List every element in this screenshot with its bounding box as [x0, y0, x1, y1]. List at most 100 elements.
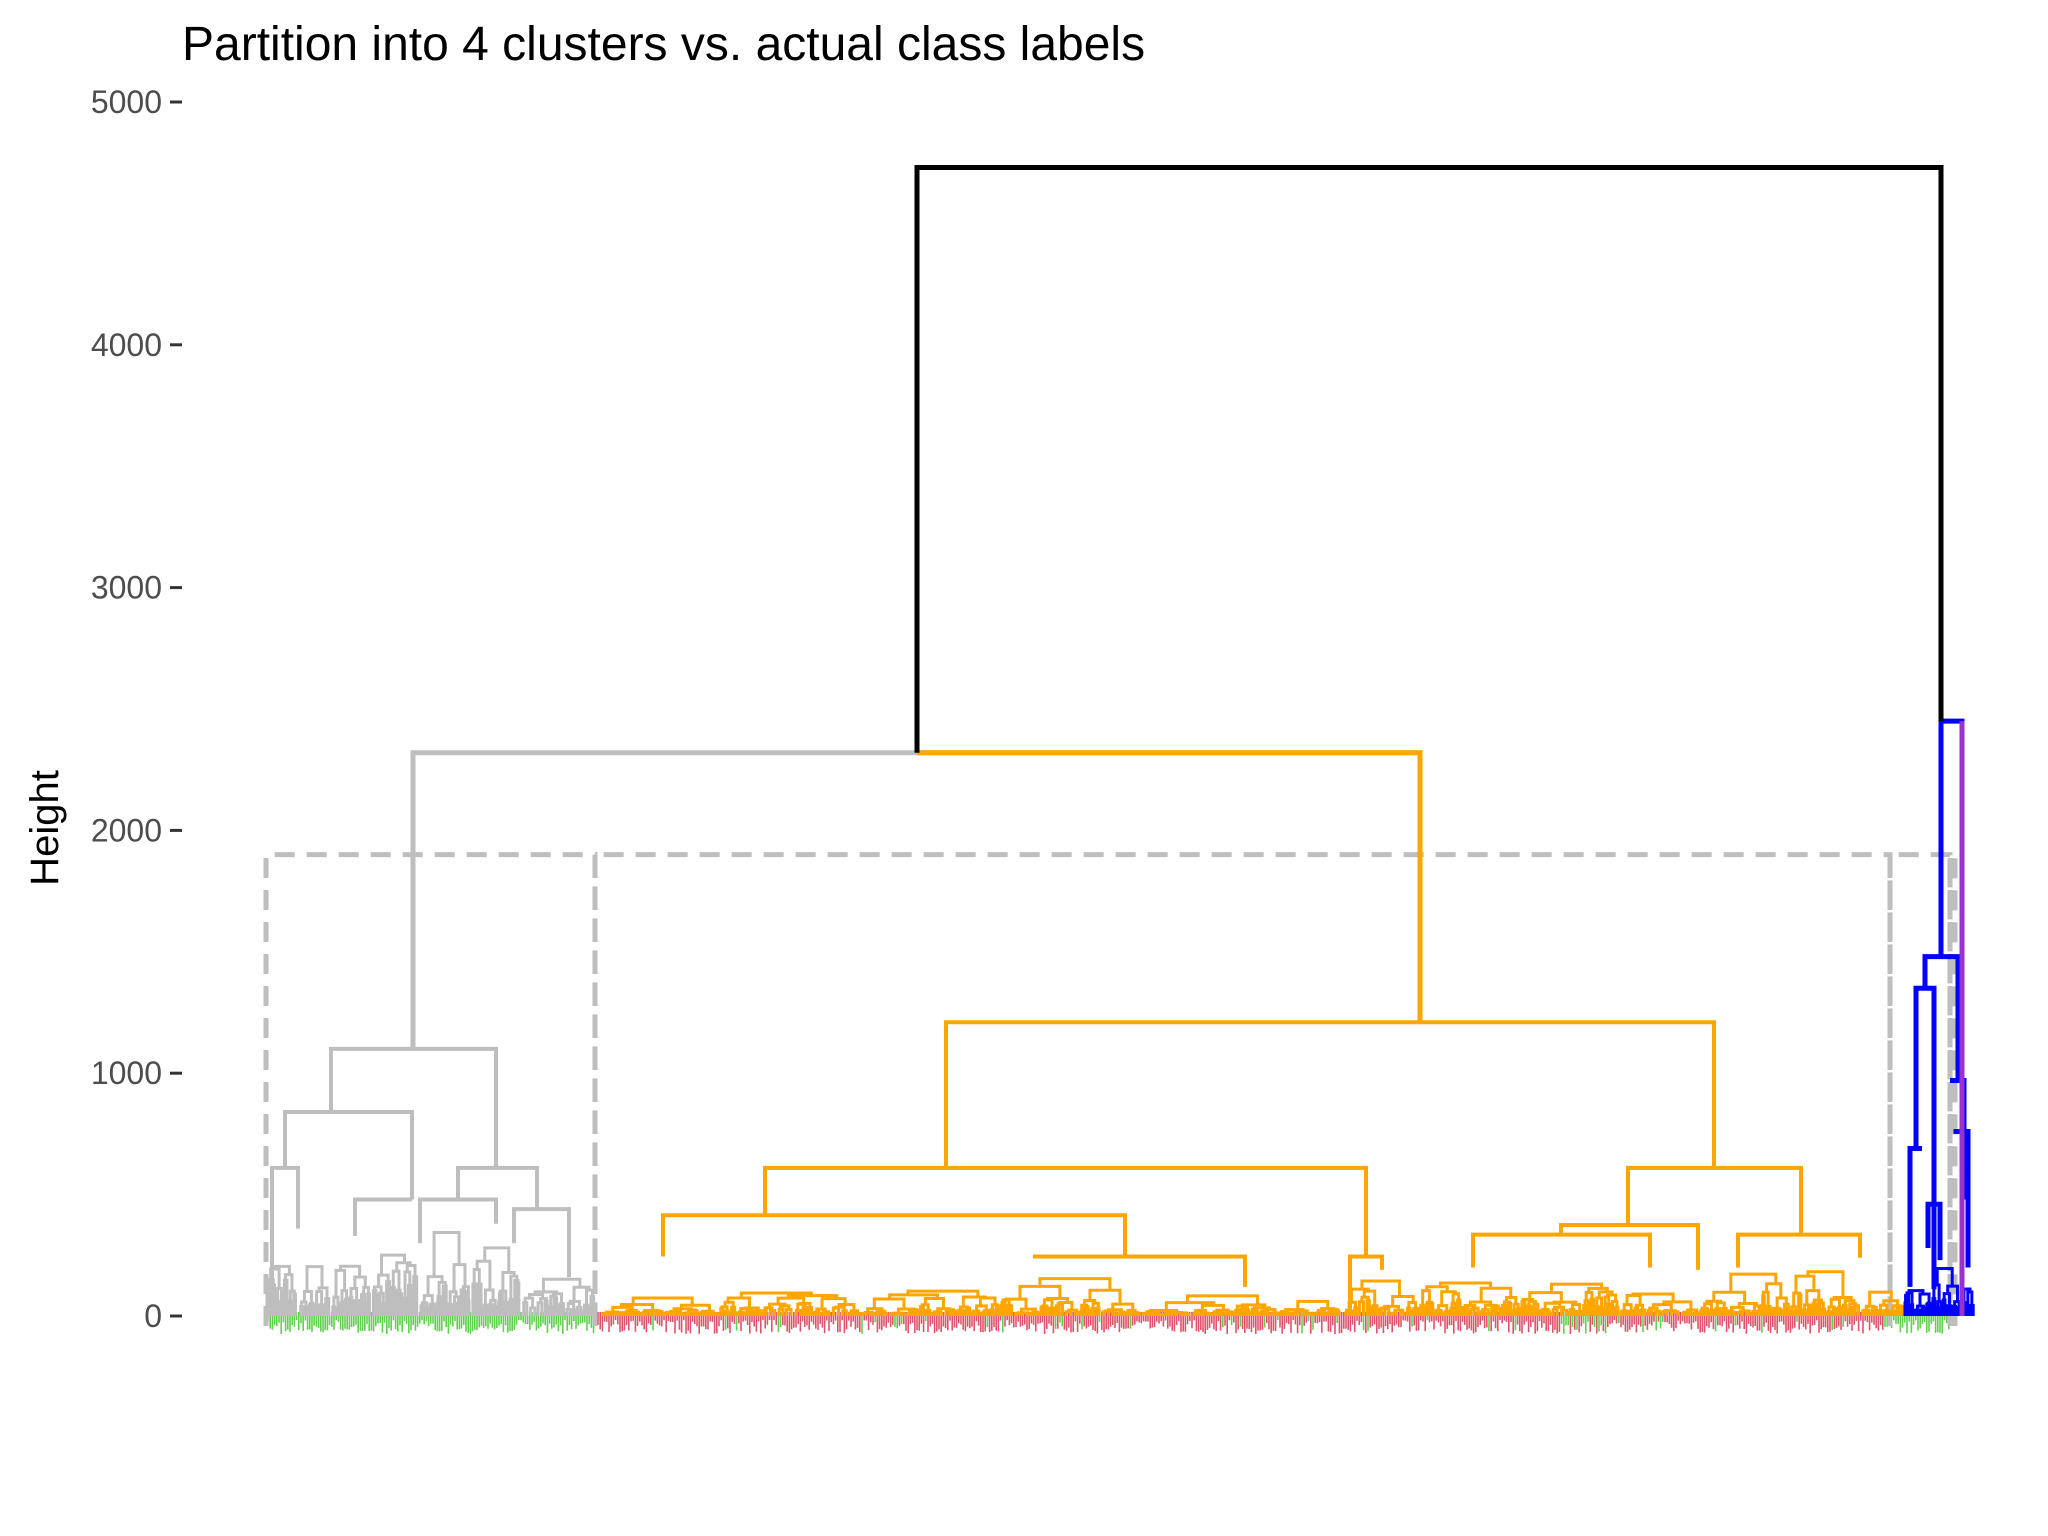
dendrogram-branch	[1576, 1309, 1583, 1316]
dendrogram-branch	[461, 1289, 467, 1316]
dendrogram-branch	[1753, 1304, 1762, 1312]
cluster-cut-rectangles	[263, 852, 1958, 1326]
dendrogram-branch	[723, 1309, 730, 1316]
dendrogram-branch	[353, 1275, 367, 1289]
dendrogram-branch	[1185, 1294, 1259, 1305]
y-axis: 0 1000 2000 3000 4000 5000	[91, 84, 182, 1334]
dendrogram-branch	[866, 1307, 884, 1313]
dendrogram-branch	[1686, 1308, 1699, 1313]
dendrogram-branch	[1531, 1306, 1537, 1316]
dendrogram-branch	[448, 1290, 458, 1305]
dendrogram-branch	[1223, 1310, 1234, 1314]
dendrogram-branch	[1180, 1312, 1191, 1316]
dendrogram-branch	[282, 1278, 289, 1316]
dendrogram-branch	[318, 1303, 325, 1316]
dendrogram-branch	[1125, 1311, 1131, 1316]
dendrogram-branch	[1878, 1303, 1889, 1311]
dendrogram-branch	[1729, 1272, 1778, 1293]
dendrogram-branch	[631, 1296, 694, 1306]
dendrogram-branch	[702, 1312, 707, 1316]
dendrogram-branch	[914, 165, 1944, 753]
dendrogram-branch	[1794, 1274, 1816, 1294]
dendrogram-branch	[1000, 1300, 1007, 1316]
dendrogram-branch	[1283, 1312, 1289, 1316]
dendrogram-branch	[334, 1268, 347, 1298]
dendrogram-branch	[1652, 1303, 1673, 1311]
dendrogram-branch	[1111, 1302, 1135, 1311]
dendrogram-branch	[1955, 1307, 1961, 1316]
dendrogram-branch	[720, 1305, 729, 1311]
dendrogram-branch	[1832, 1296, 1853, 1301]
dendrogram-branch	[572, 1285, 591, 1302]
dendrogram-branch	[1793, 1310, 1799, 1316]
dendrogram-branch	[339, 1301, 345, 1316]
dendrogram-branch	[269, 1267, 281, 1289]
dendrogram-branch	[1428, 1303, 1433, 1316]
dendrogram-branch	[1088, 1310, 1095, 1316]
dendrogram-branch	[456, 1301, 461, 1316]
dendrogram-branch	[1471, 1232, 1652, 1268]
dendrogram-branch	[1778, 1310, 1784, 1316]
dendrogram-branch	[543, 1299, 549, 1316]
dendrogram-branch	[753, 1310, 759, 1316]
dendrogram-branch	[732, 1310, 737, 1316]
dendrogram-branch	[1511, 1309, 1517, 1316]
dendrogram-branch	[1406, 1306, 1412, 1316]
dendrogram-branch	[1925, 1302, 1931, 1316]
dendrogram-branch	[275, 1300, 281, 1316]
dendrogram-branch	[805, 1307, 810, 1316]
dendrogram-branch	[1688, 1312, 1694, 1316]
dendrogram-branch	[533, 1290, 559, 1295]
dendrogram-branch	[1240, 1306, 1249, 1311]
dendrogram-branch	[677, 1312, 684, 1316]
dendrogram-branch	[1260, 1309, 1270, 1314]
dendrogram-branch	[1463, 1306, 1470, 1316]
dendrogram-branch	[1315, 1312, 1321, 1316]
dendrogram-branch	[1703, 1307, 1710, 1316]
dendrogram-branch	[1194, 1308, 1207, 1314]
dendrogram-branch	[427, 1306, 433, 1316]
dendrogram-branch	[1715, 1301, 1726, 1309]
dendrogram-branch	[1142, 1311, 1153, 1315]
dendrogram-branch	[1663, 1309, 1677, 1313]
dendrogram-branch	[1948, 1304, 1954, 1316]
chart-title: Partition into 4 clusters vs. actual cla…	[182, 18, 1145, 71]
dendrogram-branch	[366, 1292, 371, 1316]
dendrogram-branch	[635, 1312, 642, 1316]
dendrogram-branch	[411, 1288, 417, 1316]
dendrogram-branch	[492, 1305, 498, 1316]
dendrogram-branch	[1379, 1306, 1388, 1310]
dendrogram-branch	[663, 1312, 669, 1316]
dendrogram-branch	[502, 1306, 507, 1316]
dendrogram-branch	[1216, 1310, 1222, 1316]
dendrogram-branch	[1083, 1305, 1090, 1316]
dendrogram-branch	[1965, 1304, 1971, 1316]
dendrogram-branch	[558, 1302, 566, 1316]
dendrogram-branch	[1211, 1312, 1217, 1316]
dendrogram-branch	[1831, 1309, 1836, 1316]
dendrogram-branch	[1584, 1290, 1594, 1301]
dendrogram-branch	[1274, 1312, 1281, 1316]
dendrogram-branch	[1772, 1306, 1782, 1311]
dendrogram-branch	[1889, 1312, 1895, 1316]
dendrogram-branch	[431, 1305, 437, 1316]
dendrogram-branch	[1870, 1308, 1876, 1316]
dendrogram-branch	[912, 1308, 920, 1316]
dendrogram-branch	[302, 1290, 313, 1304]
dendrogram-branch	[924, 1310, 930, 1316]
dendrogram-branch	[397, 1292, 403, 1316]
dendrogram-branch	[303, 1305, 310, 1316]
dendrogram-branch	[352, 1300, 358, 1316]
dendrogram-branch	[1806, 1270, 1845, 1298]
dendrogram-branch	[1360, 1279, 1401, 1297]
dendrogram-branch	[1111, 1309, 1118, 1316]
dendrogram-branch	[1048, 1308, 1054, 1316]
dendrogram-branch	[529, 1306, 537, 1316]
dendrogram-branch	[1737, 1301, 1758, 1308]
dendrogram-branch	[626, 1308, 638, 1313]
dendrogram-branch	[566, 1302, 576, 1311]
dendrogram-branch	[1438, 1311, 1444, 1316]
dendrogram-branch	[1393, 1308, 1405, 1314]
dendrogram-branch	[1549, 1282, 1603, 1293]
dendrogram-branch	[1627, 1311, 1633, 1316]
